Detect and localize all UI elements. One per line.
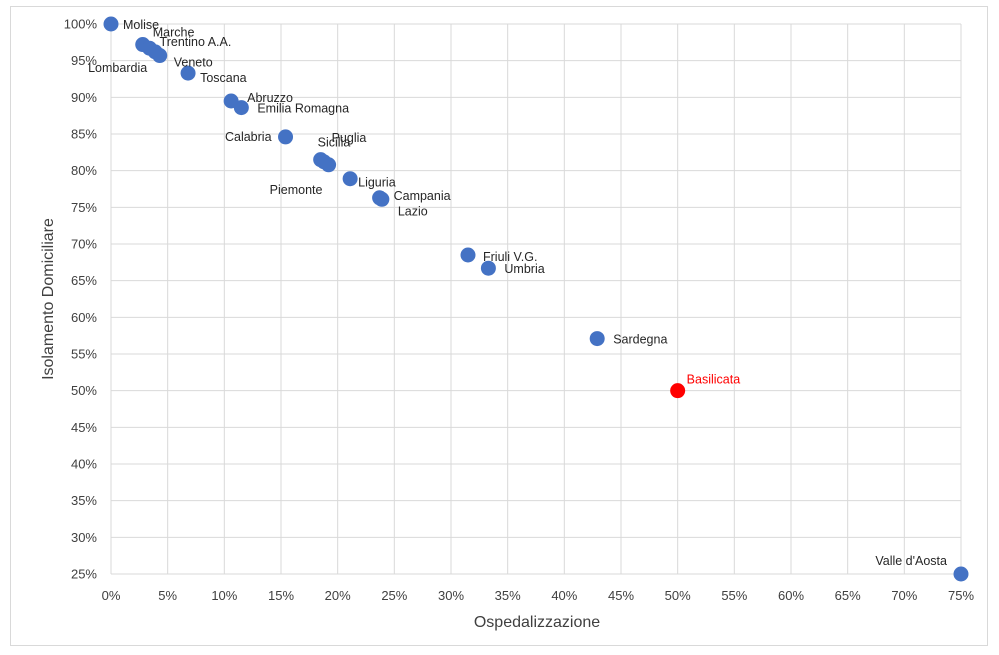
y-tick-label: 35% <box>71 493 97 508</box>
data-point-liguria <box>342 171 358 187</box>
point-label: Friuli V.G. <box>483 250 537 264</box>
point-label: Trentino A.A. <box>160 35 232 49</box>
grid-layer <box>110 23 962 575</box>
x-tick-label: 35% <box>495 588 521 603</box>
x-tick-label: 40% <box>551 588 577 603</box>
y-tick-label: 80% <box>71 163 97 178</box>
point-label: Abruzzo <box>247 91 293 105</box>
x-tick-label: 20% <box>325 588 351 603</box>
data-point-friuli-v-g- <box>460 247 476 263</box>
x-tick-label: 65% <box>835 588 861 603</box>
y-tick-label: 95% <box>71 53 97 68</box>
point-label: Puglia <box>332 131 367 145</box>
data-point-emilia-romagna <box>233 100 249 116</box>
data-point-veneto <box>152 48 168 64</box>
y-tick-label: 45% <box>71 420 97 435</box>
point-label: Sardegna <box>613 333 667 347</box>
point-label: Lazio <box>398 204 428 218</box>
point-label: Calabria <box>225 130 272 144</box>
y-tick-label: 90% <box>71 90 97 105</box>
y-axis-ticks: 25% 30% 35% 40% 45% 50% 55% 60% 65% 70% 75% 80% 85% 9… <box>64 17 98 582</box>
x-axis-title: Ospedalizzazione <box>474 614 600 631</box>
point-label: Valle d'Aosta <box>875 554 947 568</box>
y-tick-label: 50% <box>71 383 97 398</box>
point-label: Umbria <box>504 262 544 276</box>
x-tick-label: 25% <box>381 588 407 603</box>
y-tick-label: 30% <box>71 530 97 545</box>
data-point-calabria <box>278 129 294 145</box>
x-tick-label: 15% <box>268 588 294 603</box>
y-tick-label: 85% <box>71 127 97 142</box>
y-tick-label: 70% <box>71 237 97 252</box>
point-label: Basilicata <box>687 373 741 387</box>
data-point-valle-d-aosta <box>953 566 969 582</box>
point-label: Marche <box>153 26 195 40</box>
x-axis-ticks: 0% 5% 10% 15% 20% 25% 30% 35% 40% 45% 50% 55% 60% 65%… <box>102 588 975 603</box>
data-point-umbria <box>480 260 496 276</box>
x-tick-label: 50% <box>665 588 691 603</box>
y-tick-label: 75% <box>71 200 97 215</box>
data-point-toscana <box>180 65 196 81</box>
x-tick-label: 45% <box>608 588 634 603</box>
point-label: Lombardia <box>88 61 147 75</box>
data-point-molise <box>103 16 119 32</box>
x-tick-label: 10% <box>211 588 237 603</box>
x-tick-label: 75% <box>948 588 974 603</box>
x-tick-label: 60% <box>778 588 804 603</box>
y-axis-title: Isolamento Domiciliare <box>40 218 57 380</box>
y-tick-label: 40% <box>71 457 97 472</box>
y-tick-label: 25% <box>71 567 97 582</box>
point-label: Piemonte <box>270 183 323 197</box>
y-tick-label: 65% <box>71 273 97 288</box>
point-label: Liguria <box>358 176 396 190</box>
data-point-puglia <box>321 157 337 173</box>
point-label: Veneto <box>174 56 213 70</box>
point-label: Sicilia <box>318 136 351 150</box>
x-tick-label: 30% <box>438 588 464 603</box>
point-label: Emilia Romagna <box>257 102 349 116</box>
x-tick-label: 0% <box>102 588 121 603</box>
y-tick-label: 60% <box>71 310 97 325</box>
x-tick-label: 70% <box>891 588 917 603</box>
point-label: Molise <box>123 18 159 32</box>
data-point-sardegna <box>589 331 605 347</box>
x-tick-label: 55% <box>721 588 747 603</box>
point-label: Campania <box>394 189 451 203</box>
y-tick-label: 100% <box>64 17 98 32</box>
point-label: Toscana <box>200 71 247 85</box>
data-point-lazio <box>374 191 390 207</box>
y-tick-label: 55% <box>71 347 97 362</box>
data-points <box>103 16 969 582</box>
data-point-basilicata <box>670 383 686 399</box>
chart-frame <box>10 6 988 646</box>
x-tick-label: 5% <box>158 588 177 603</box>
